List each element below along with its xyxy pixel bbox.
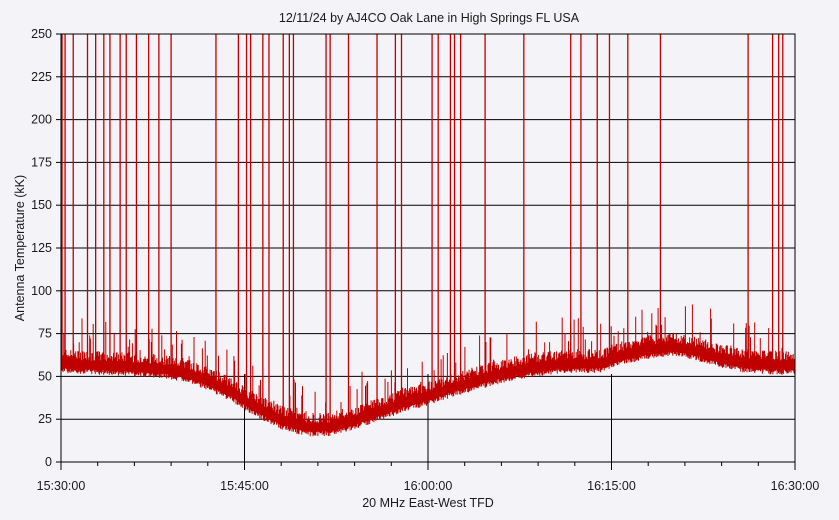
y-tick-label: 250 <box>31 27 52 41</box>
x-tick-label: 16:30:00 <box>771 479 820 493</box>
y-tick-label: 200 <box>31 113 52 127</box>
y-tick-label: 25 <box>38 412 52 426</box>
chart-title: 12/11/24 by AJ4CO Oak Lane in High Sprin… <box>279 11 580 25</box>
y-tick-label: 100 <box>31 284 52 298</box>
x-axis-label: 20 MHz East-West TFD <box>362 496 494 510</box>
y-tick-label: 125 <box>31 241 52 255</box>
x-tick-label: 15:30:00 <box>37 479 86 493</box>
y-tick-label: 225 <box>31 70 52 84</box>
y-axis: 0 25 50 75 100 125 150 175 200 225 250 <box>31 27 61 469</box>
y-tick-label: 175 <box>31 155 52 169</box>
y-tick-label: 50 <box>38 369 52 383</box>
series-layer <box>60 34 796 437</box>
y-axis-label: Antenna Temperature (kK) <box>13 175 27 321</box>
series-baseline <box>60 346 795 429</box>
y-tick-label: 75 <box>38 327 52 341</box>
x-axis: 15:30:00 15:45:00 16:00:00 16:15:00 16:30:00 <box>37 462 820 493</box>
x-tick-label: 15:45:00 <box>220 479 269 493</box>
y-tick-label: 150 <box>31 198 52 212</box>
plot-frame <box>60 33 796 463</box>
y-tick-label: 0 <box>45 455 52 469</box>
x-tick-label: 16:15:00 <box>587 479 636 493</box>
x-tick-label: 16:00:00 <box>404 479 453 493</box>
